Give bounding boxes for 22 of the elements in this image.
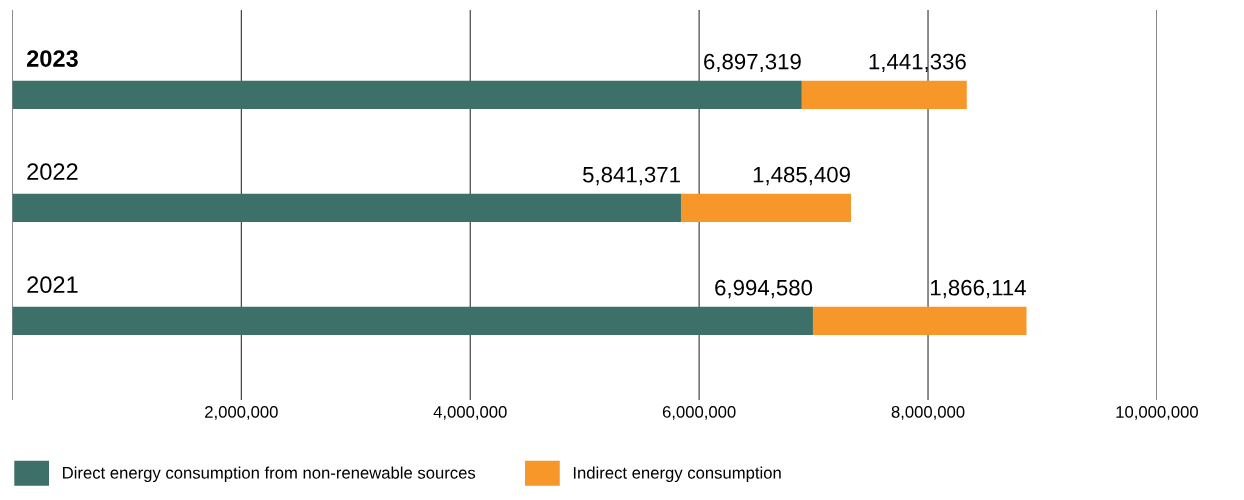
- data-label: 5,841,371: [583, 166, 680, 186]
- x-tick-label: 8,000,000: [891, 406, 965, 420]
- x-tick-label: 4,000,000: [433, 406, 507, 420]
- data-label: 1,866,114: [931, 279, 1026, 299]
- bar: [680, 193, 851, 222]
- bar: [801, 80, 967, 109]
- x-tick-label: 10,000,000: [1116, 406, 1198, 420]
- data-label: 6,897,319: [704, 53, 801, 73]
- x-tick-label: 6,000,000: [662, 406, 736, 420]
- x-tick-label: 2,000,000: [205, 406, 278, 420]
- bar: [12, 80, 802, 109]
- bar: [12, 306, 813, 335]
- y-tick-label: 2022: [27, 163, 78, 180]
- data-label: 6,994,580: [715, 279, 813, 299]
- legend-label: Indirect energy consumption: [573, 466, 781, 483]
- y-tick-label: 2023: [26, 50, 78, 67]
- data-label: 1,485,409: [753, 166, 850, 186]
- bar: [812, 306, 1027, 335]
- legend-label: Direct energy consumption from non-renewable sources: [63, 466, 476, 483]
- bar: [12, 193, 681, 222]
- data-label: 1,441,336: [869, 53, 966, 73]
- y-tick-label: 2021: [27, 276, 78, 294]
